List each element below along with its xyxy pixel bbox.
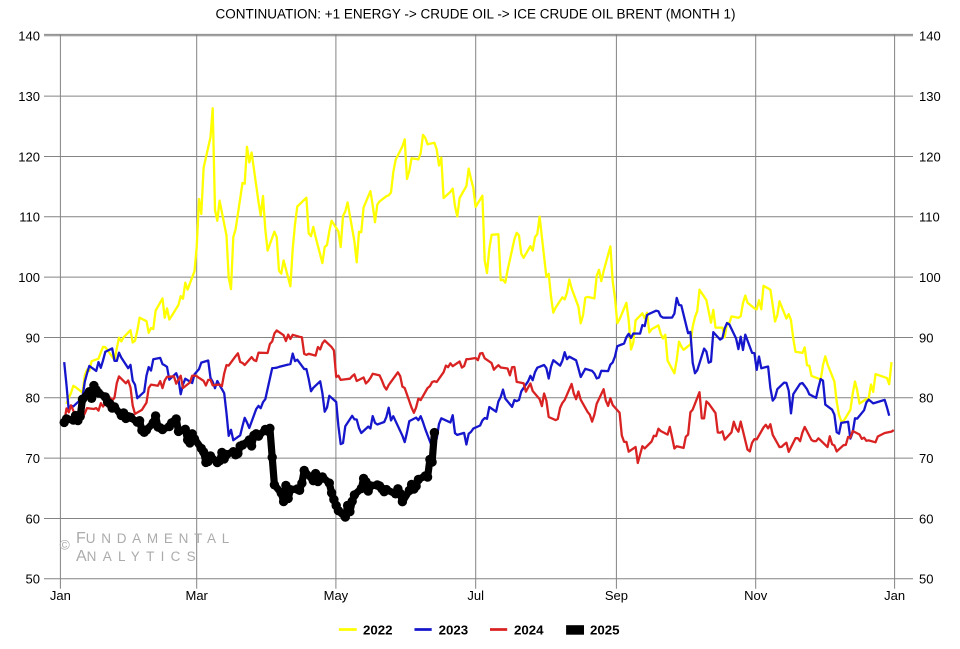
svg-text:90: 90 [919, 330, 933, 345]
svg-text:50: 50 [26, 572, 40, 587]
svg-text:110: 110 [919, 210, 940, 225]
svg-text:120: 120 [18, 149, 40, 164]
svg-text:140: 140 [18, 29, 40, 44]
svg-text:60: 60 [26, 511, 40, 526]
svg-text:70: 70 [919, 451, 933, 466]
svg-text:Jan: Jan [884, 588, 905, 603]
svg-text:FUNDAMENTAL: FUNDAMENTAL [76, 530, 230, 547]
svg-text:80: 80 [26, 391, 40, 406]
svg-text:2022: 2022 [363, 622, 393, 637]
svg-text:Sep: Sep [605, 588, 628, 603]
svg-text:Jul: Jul [467, 588, 484, 603]
svg-text:100: 100 [919, 270, 941, 285]
svg-text:100: 100 [18, 270, 40, 285]
svg-text:130: 130 [919, 89, 941, 104]
svg-text:ANALYTICS: ANALYTICS [76, 548, 196, 565]
svg-text:140: 140 [919, 29, 941, 44]
svg-text:2025: 2025 [590, 622, 620, 637]
svg-text:120: 120 [919, 149, 941, 164]
svg-text:110: 110 [19, 210, 40, 225]
svg-text:CONTINUATION: +1 ENERGY -> CRU: CONTINUATION: +1 ENERGY -> CRUDE OIL -> … [216, 6, 736, 21]
svg-text:2024: 2024 [514, 622, 544, 637]
svg-text:Jan: Jan [50, 588, 71, 603]
svg-text:©: © [60, 537, 71, 553]
svg-text:60: 60 [919, 511, 933, 526]
svg-text:80: 80 [919, 391, 933, 406]
svg-text:90: 90 [26, 330, 40, 345]
svg-text:50: 50 [919, 572, 933, 587]
svg-text:70: 70 [26, 451, 40, 466]
svg-text:Mar: Mar [186, 588, 209, 603]
svg-text:130: 130 [18, 89, 40, 104]
svg-text:Nov: Nov [744, 588, 768, 603]
svg-text:2023: 2023 [439, 622, 469, 637]
svg-text:May: May [324, 588, 349, 603]
